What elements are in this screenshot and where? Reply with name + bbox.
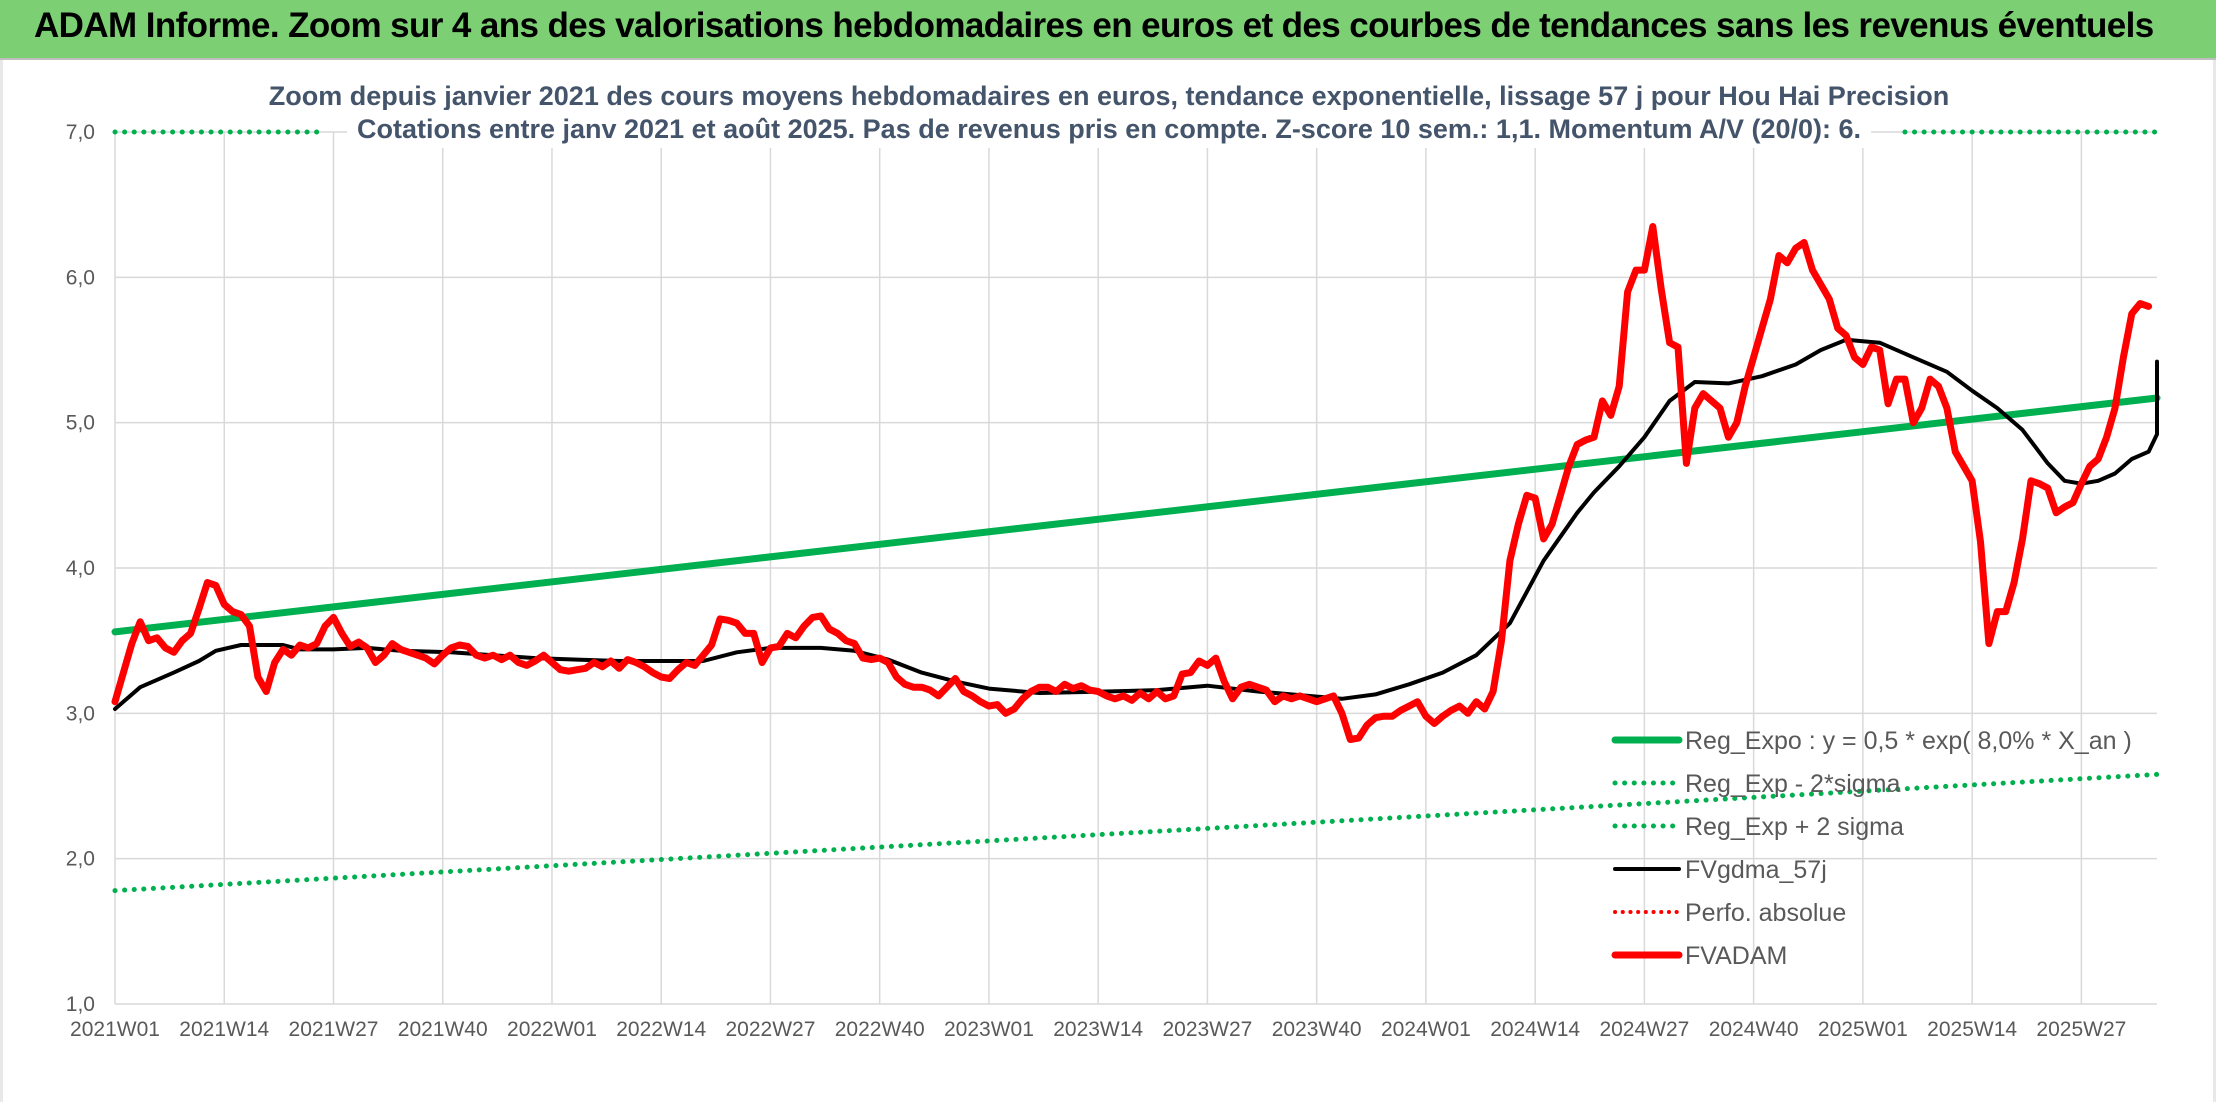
x-tick-label: 2021W01 bbox=[70, 1018, 160, 1041]
legend-label: FVgdma_57j bbox=[1685, 856, 1827, 884]
x-tick-label: 2025W27 bbox=[2036, 1018, 2126, 1041]
y-tick-label: 6,0 bbox=[66, 266, 95, 289]
legend: Reg_Expo : y = 0,5 * exp( 8,0% * X_an ) R… bbox=[1611, 727, 2132, 970]
y-tick-label: 3,0 bbox=[66, 702, 95, 725]
y-tick-label: 5,0 bbox=[66, 412, 95, 435]
x-tick-label: 2023W01 bbox=[944, 1018, 1034, 1041]
legend-label: Reg_Expo : y = 0,5 * exp( 8,0% * X_an ) bbox=[1685, 727, 2132, 755]
x-tick-label: 2024W40 bbox=[1709, 1018, 1799, 1041]
x-tick-label: 2022W01 bbox=[507, 1018, 597, 1041]
chart-title-line: Zoom depuis janvier 2021 des cours moyen… bbox=[269, 81, 1950, 111]
legend-label: Reg_Exp - 2*sigma bbox=[1685, 770, 1900, 798]
x-tick-label: 2023W14 bbox=[1053, 1018, 1143, 1041]
chart-title-background bbox=[258, 77, 1960, 115]
report-banner: ADAM Informe. Zoom sur 4 ans des valoris… bbox=[0, 0, 2216, 60]
fvgdma-57j-line bbox=[113, 337, 2159, 711]
x-tick-label: 2023W27 bbox=[1162, 1018, 1252, 1041]
x-tick-label: 2024W27 bbox=[1599, 1018, 1689, 1041]
x-tick-label: 2021W27 bbox=[289, 1018, 379, 1041]
x-tick-label: 2021W14 bbox=[179, 1018, 269, 1041]
chart-title-line: Cotations entre janv 2021 et août 2025. … bbox=[357, 114, 1861, 144]
y-tick-label: 7,0 bbox=[66, 121, 95, 144]
line-chart: 1,0 2,0 3,0 4,0 5,0 6,0 7,0 2021W01 2021W14 2021W… bbox=[66, 77, 2161, 1041]
x-tick-label: 2025W01 bbox=[1818, 1018, 1908, 1041]
x-tick-label: 2024W01 bbox=[1381, 1018, 1471, 1041]
x-tick-label: 2022W27 bbox=[726, 1018, 816, 1041]
y-tick-label: 2,0 bbox=[66, 848, 95, 871]
legend-label: Reg_Exp + 2 sigma bbox=[1685, 813, 1904, 841]
fvadam-line bbox=[111, 223, 2153, 743]
chart-title-background bbox=[346, 110, 1872, 148]
report-title: ADAM Informe. Zoom sur 4 ans des valoris… bbox=[34, 6, 2154, 45]
legend-label: FVADAM bbox=[1685, 942, 1787, 970]
x-tick-label: 2022W40 bbox=[835, 1018, 925, 1041]
chart-frame: 1,0 2,0 3,0 4,0 5,0 6,0 7,0 2021W01 2021W14 2021W… bbox=[0, 60, 2216, 1102]
reg-expo-line bbox=[111, 394, 2161, 636]
x-tick-label: 2022W14 bbox=[616, 1018, 706, 1041]
x-tick-label: 2024W14 bbox=[1490, 1018, 1580, 1041]
y-tick-label: 4,0 bbox=[66, 557, 95, 580]
x-tick-label: 2025W14 bbox=[1927, 1018, 2017, 1041]
y-tick-label: 1,0 bbox=[66, 993, 95, 1016]
x-tick-label: 2023W40 bbox=[1272, 1018, 1362, 1041]
x-tick-label: 2021W40 bbox=[398, 1018, 488, 1041]
legend-label: Perfo. absolue bbox=[1685, 899, 1846, 927]
